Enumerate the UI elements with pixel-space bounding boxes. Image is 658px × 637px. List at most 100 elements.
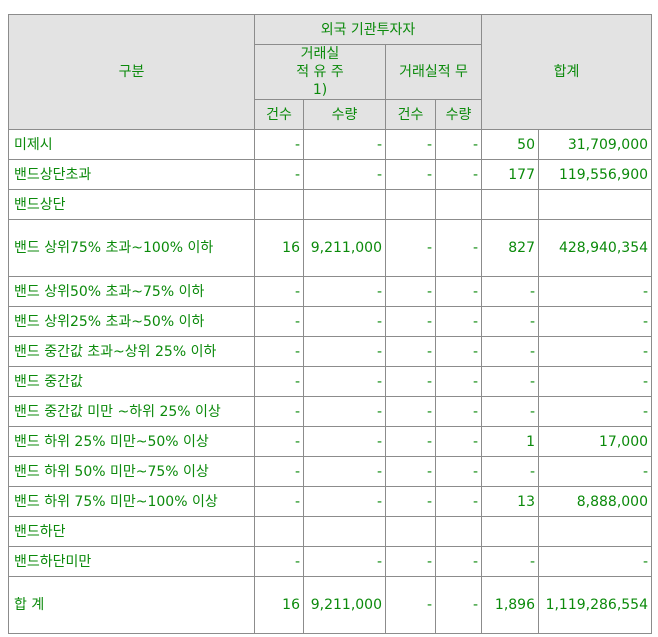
- table-row: 밴드 하위 50% 미만~75% 이상 - - - - - -: [8, 456, 653, 487]
- row-label: 밴드상단: [8, 189, 255, 220]
- table-row: 밴드 중간값 미만 ~하위 25% 이상 - - - - - -: [8, 396, 653, 427]
- row-label: 밴드 중간값: [8, 366, 255, 397]
- header-count-with: 건수: [254, 99, 304, 130]
- count-with-record-cell: -: [254, 396, 304, 427]
- total-count-cell: [481, 189, 539, 220]
- count-with-record-cell: -: [254, 129, 304, 160]
- quantity-without-record-cell: -: [435, 219, 482, 277]
- total-quantity-cell: -: [537, 276, 653, 307]
- total-quantity-cell: -: [537, 336, 653, 367]
- quantity-with-record-cell: -: [303, 336, 386, 367]
- total-quantity-cell: [537, 189, 653, 220]
- count-without-record-cell: -: [385, 366, 436, 397]
- quantity-with-record-cell: 9,211,000: [303, 219, 386, 277]
- row-label: 밴드하단미만: [8, 546, 255, 577]
- header-total: 합계: [480, 14, 653, 130]
- count-without-record-cell: -: [385, 456, 436, 487]
- count-with-record-cell: 16: [254, 219, 304, 277]
- header-quantity-with: 수량: [303, 99, 386, 130]
- total-count-cell: 13: [481, 486, 539, 517]
- header-quantity-without: 수량: [435, 99, 482, 130]
- total-quantity-cell: -: [537, 366, 653, 397]
- count-with-record-cell: -: [254, 486, 304, 517]
- quantity-with-record-cell: -: [303, 159, 386, 190]
- count-with-record-cell: -: [254, 159, 304, 190]
- quantity-with-record-cell: -: [303, 456, 386, 487]
- count-without-record-cell: -: [385, 306, 436, 337]
- row-label: 밴드 중간값 초과~상위 25% 이하: [8, 336, 255, 367]
- total-quantity-cell: -: [537, 396, 653, 427]
- quantity-without-record-cell: -: [435, 159, 482, 190]
- quantity-without-record-cell: -: [435, 276, 482, 307]
- total-count-cell: -: [481, 546, 539, 577]
- header-row-3: 건수 수량 건수 수량: [9, 99, 652, 130]
- quantity-with-record-cell: -: [303, 546, 386, 577]
- row-label: 밴드하단: [8, 516, 255, 547]
- table-row: 밴드 상위25% 초과~50% 이하 - - - - - -: [8, 306, 653, 337]
- total-quantity-cell: 428,940,354: [537, 219, 653, 277]
- count-without-record-cell: -: [385, 219, 436, 277]
- row-label: 밴드 상위50% 초과~75% 이하: [8, 276, 255, 307]
- quantity-with-record-cell: -: [303, 486, 386, 517]
- table-row: 밴드 하위 75% 미만~100% 이상 - - - -13 8,888,000: [8, 486, 653, 517]
- count-without-record-cell: -: [385, 576, 436, 634]
- row-label: 밴드 하위 25% 미만~50% 이상: [8, 426, 255, 457]
- table-row: 밴드상단: [8, 189, 653, 220]
- quantity-without-record-cell: -: [435, 366, 482, 397]
- row-label: 밴드상단초과: [8, 159, 255, 190]
- count-without-record-cell: -: [385, 396, 436, 427]
- total-quantity-cell: [537, 516, 653, 547]
- table-row: 밴드 상위75% 초과~100% 이하 16 9,211,000- -827 428,9…: [8, 219, 653, 277]
- quantity-with-record-cell: -: [303, 129, 386, 160]
- count-without-record-cell: -: [385, 486, 436, 517]
- total-quantity-cell: 8,888,000: [537, 486, 653, 517]
- count-without-record-cell: -: [385, 129, 436, 160]
- count-with-record-cell: -: [254, 336, 304, 367]
- quantity-with-record-cell: [303, 516, 386, 547]
- total-quantity-cell: 31,709,000: [537, 129, 653, 160]
- count-with-record-cell: -: [254, 426, 304, 457]
- total-count-cell: [481, 516, 539, 547]
- count-without-record-cell: [385, 516, 436, 547]
- count-with-record-cell: -: [254, 456, 304, 487]
- total-quantity-cell: 119,556,900: [537, 159, 653, 190]
- header-without-record: 거래실적 무: [385, 44, 482, 100]
- row-label: 밴드 하위 50% 미만~75% 이상: [8, 456, 255, 487]
- total-quantity-cell: 17,000: [537, 426, 653, 457]
- row-label: 밴드 하위 75% 미만~100% 이상: [8, 486, 255, 517]
- total-count-cell: 50: [481, 129, 539, 160]
- header-row-2: 거래실적 유 주1) 거래실적 무: [9, 44, 652, 100]
- total-quantity-cell: 1,119,286,554: [537, 576, 653, 634]
- total-count-cell: -: [481, 336, 539, 367]
- count-with-record-cell: [254, 516, 304, 547]
- table-row: 미제시 - - - -50 31,709,000: [8, 129, 653, 160]
- header-row-1: 구분 외국 기관투자자 합계: [8, 14, 653, 130]
- quantity-without-record-cell: -: [435, 129, 482, 160]
- total-count-cell: 177: [481, 159, 539, 190]
- quantity-with-record-cell: -: [303, 426, 386, 457]
- header-with-record: 거래실적 유 주1): [254, 44, 386, 100]
- count-without-record-cell: -: [385, 159, 436, 190]
- total-count-cell: -: [481, 396, 539, 427]
- quantity-without-record-cell: [435, 189, 482, 220]
- count-without-record-cell: -: [385, 426, 436, 457]
- quantity-without-record-cell: -: [435, 456, 482, 487]
- table-row: 밴드 중간값 초과~상위 25% 이하 - - - - - -: [8, 336, 653, 367]
- header-category: 구분: [8, 14, 255, 130]
- row-label: 밴드 중간값 미만 ~하위 25% 이상: [8, 396, 255, 427]
- quantity-with-record-cell: -: [303, 396, 386, 427]
- total-quantity-cell: -: [537, 456, 653, 487]
- table-row: 밴드하단미만 - - - - - -: [8, 546, 653, 577]
- count-without-record-cell: -: [385, 336, 436, 367]
- count-without-record-cell: -: [385, 546, 436, 577]
- table-row: 밴드상단초과 - - - -177 119,556,900: [8, 159, 653, 190]
- table-row: 밴드하단: [8, 516, 653, 547]
- count-without-record-cell: [385, 189, 436, 220]
- investor-allocation-table: 구분 외국 기관투자자 합계 거래실적 유 주1) 거래실적 무 건수 수량 건…: [8, 14, 653, 634]
- row-label: 합 계: [8, 576, 255, 634]
- quantity-without-record-cell: -: [435, 546, 482, 577]
- total-count-cell: 1: [481, 426, 539, 457]
- table-row: 밴드 하위 25% 미만~50% 이상 - - - -1 17,000: [8, 426, 653, 457]
- row-label: 미제시: [8, 129, 255, 160]
- quantity-without-record-cell: -: [435, 576, 482, 634]
